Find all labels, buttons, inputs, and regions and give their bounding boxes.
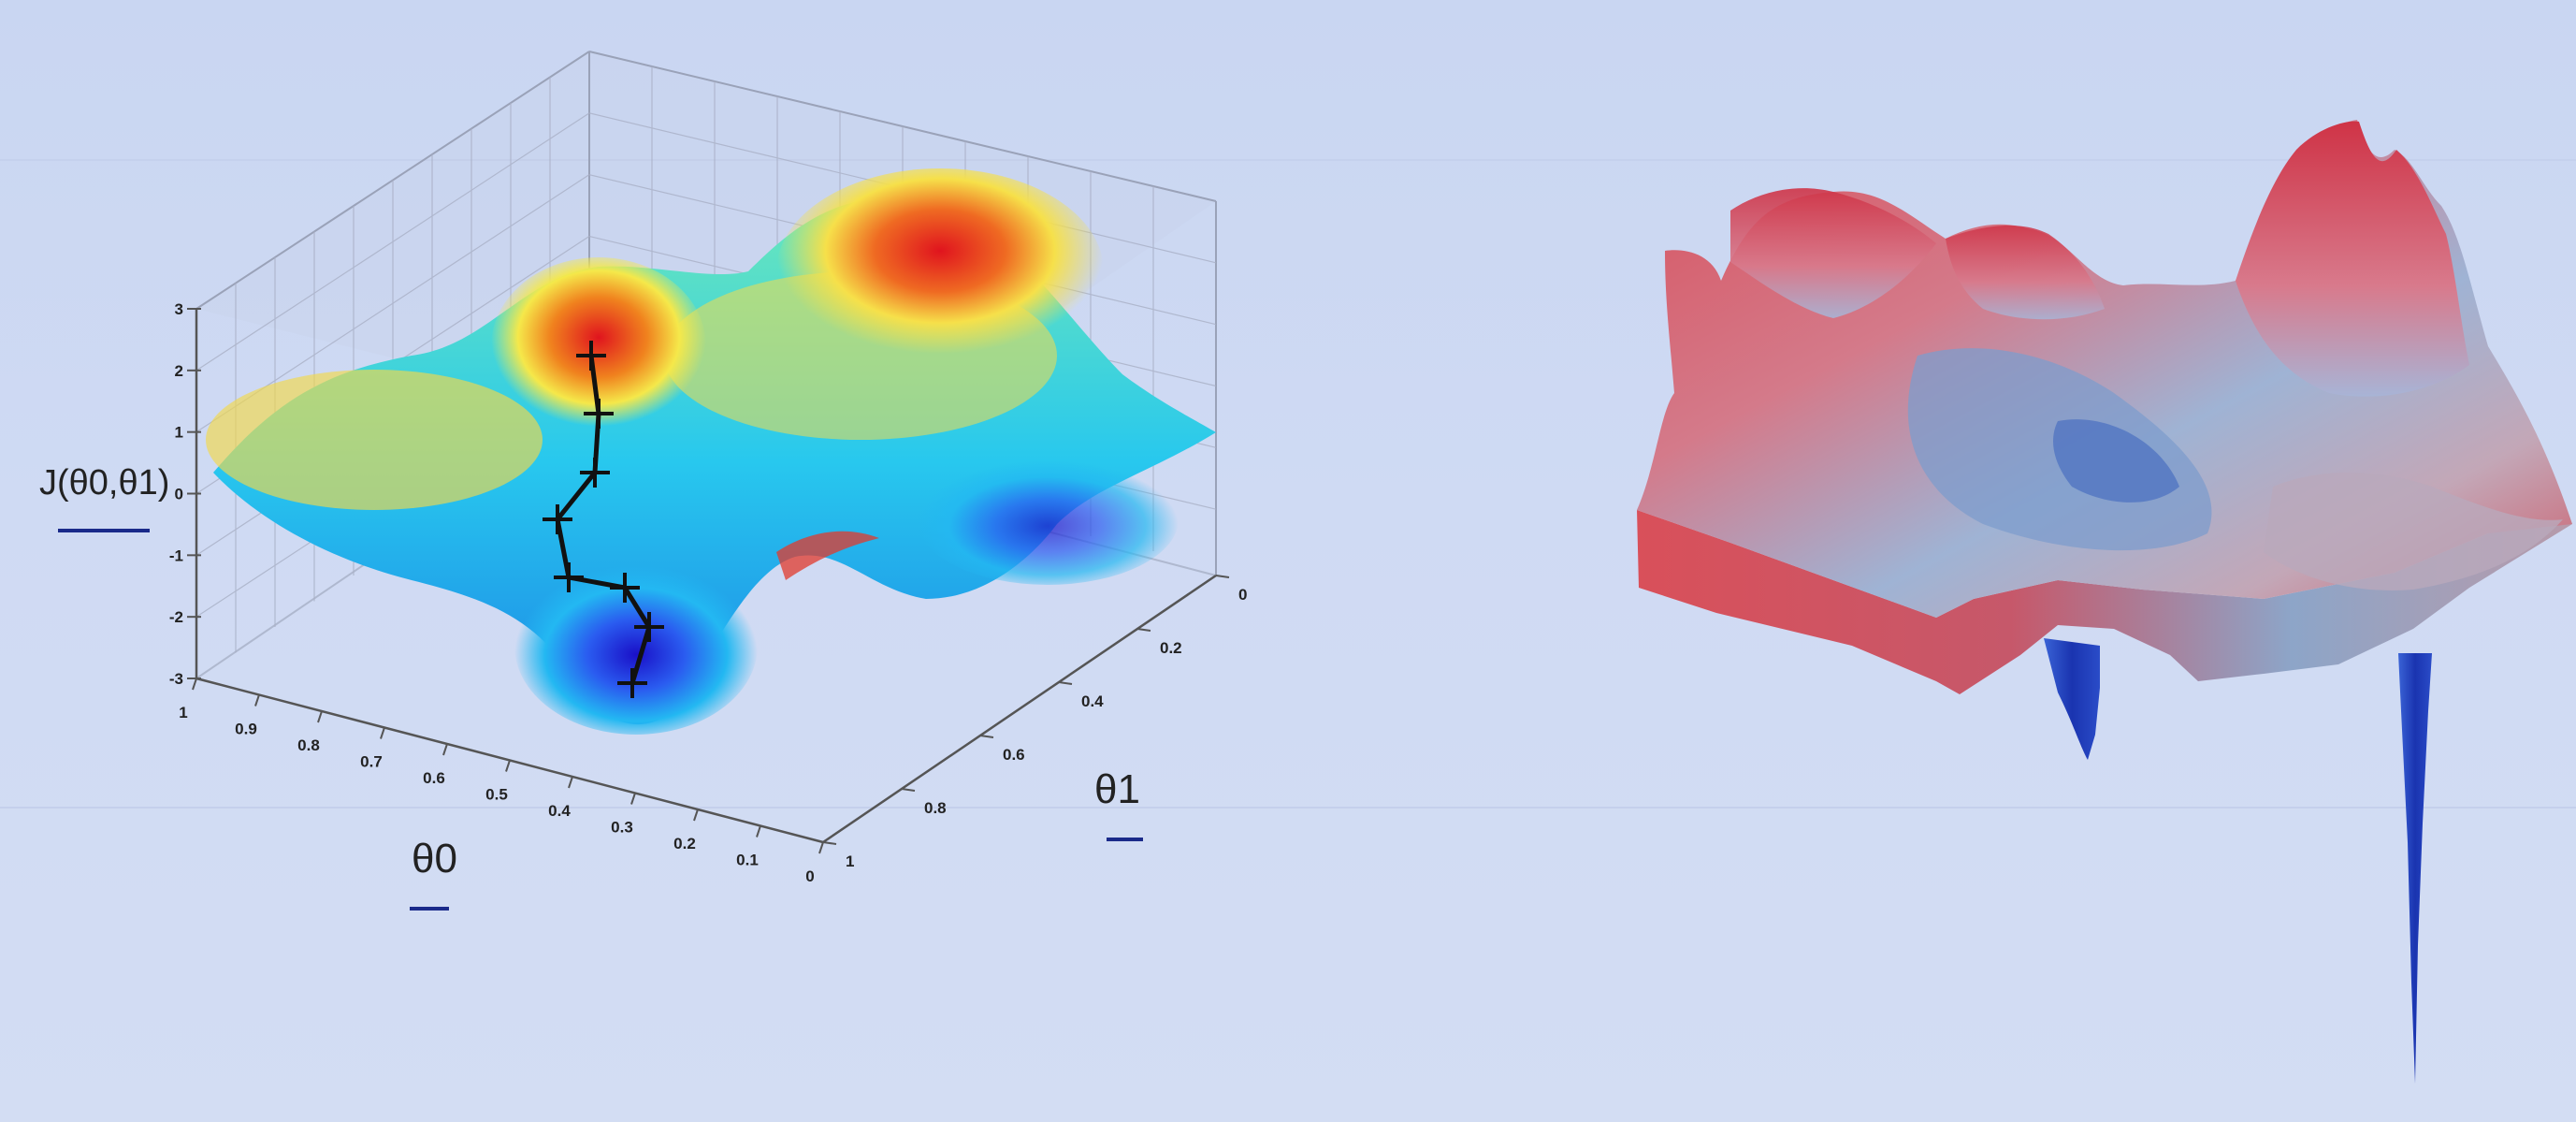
theta1-tick-mark bbox=[1136, 628, 1151, 632]
landscape-front-face bbox=[1637, 503, 2572, 694]
theta1-tick-label: 0.4 bbox=[1081, 692, 1104, 710]
theta1-tick-mark bbox=[822, 841, 837, 845]
surface-yellow-band-left bbox=[206, 370, 543, 510]
screen-reflection-line-bottom bbox=[0, 807, 2576, 809]
theta0-tick-mark bbox=[317, 710, 323, 723]
theta0-tick-label: 0.8 bbox=[297, 736, 320, 754]
z-axis-label: J(θ0,θ1) bbox=[39, 463, 169, 503]
theta1-tick-label: 0 bbox=[1238, 586, 1247, 604]
z-axis-ticks: 3 2 1 0 -1 -2 -3 bbox=[169, 300, 201, 688]
theta0-tick-label: 0.6 bbox=[423, 769, 445, 787]
theta1-axis bbox=[822, 574, 1217, 844]
theta1-tick-label: 1 bbox=[846, 852, 854, 870]
theta1-tick-label: 0.2 bbox=[1160, 639, 1182, 657]
cost-surface-chart: 3 2 1 0 -1 -2 -3 1 0.9 0.8 0.7 0.6 0.5 0.4 0.3 0.2 0.1 0… bbox=[39, 51, 1247, 911]
theta0-tick-mark bbox=[756, 825, 761, 838]
theta0-tick-label: 0.5 bbox=[485, 786, 508, 804]
landscape-ridge-mid bbox=[1946, 225, 2105, 320]
theta0-tick-mark bbox=[192, 678, 197, 691]
theta0-tick-mark bbox=[568, 776, 573, 789]
theta0-tick-mark bbox=[818, 841, 824, 854]
landscape-peak-right bbox=[2236, 121, 2469, 397]
landscape-spike-left bbox=[2044, 638, 2100, 760]
loss-landscape-surface bbox=[1637, 120, 2572, 1084]
theta0-tick-label: 0.9 bbox=[235, 721, 257, 738]
theta0-tick-mark bbox=[505, 760, 511, 772]
landscape-ridge-left bbox=[1730, 188, 1936, 318]
surface-peak-right bbox=[776, 168, 1104, 374]
landscape-valley-deep bbox=[2053, 419, 2179, 503]
theta0-tick-mark bbox=[630, 793, 636, 805]
theta0-axis-label: θ0 bbox=[412, 836, 457, 882]
theta0-tick-label: 0 bbox=[805, 867, 814, 885]
theta1-axis-label: θ1 bbox=[1094, 766, 1140, 812]
z-tick-label: 1 bbox=[175, 424, 183, 442]
theta1-axis-ticks: 0 0.2 0.4 0.6 0.8 1 bbox=[822, 575, 1247, 870]
z-tick-label: 0 bbox=[175, 486, 183, 503]
theta1-tick-mark bbox=[1215, 575, 1230, 578]
theta0-tick-mark bbox=[254, 694, 260, 707]
theta0-tick-mark bbox=[442, 743, 448, 756]
grid-line bbox=[195, 112, 590, 372]
surface-valley-right bbox=[917, 454, 1179, 585]
theta0-tick-label: 0.2 bbox=[673, 835, 696, 852]
cost-surface bbox=[206, 168, 1216, 735]
surface-peak-left bbox=[491, 257, 706, 435]
theta1-tick-mark bbox=[1058, 681, 1073, 685]
z-tick-label: -1 bbox=[169, 546, 183, 564]
theta0-tick-label: 0.3 bbox=[611, 819, 633, 837]
z-tick-label: -3 bbox=[169, 670, 183, 688]
z-tick-label: -2 bbox=[169, 608, 183, 626]
descent-path-markers bbox=[543, 341, 664, 698]
theta0-tick-mark bbox=[380, 727, 385, 739]
landscape-rough-right bbox=[2264, 473, 2563, 590]
theta0-tick-label: 0.4 bbox=[548, 802, 571, 820]
theta1-tick-label: 0.6 bbox=[1003, 746, 1025, 764]
z-tick-label: 3 bbox=[175, 300, 183, 318]
theta0-tick-label: 1 bbox=[179, 704, 187, 721]
theta1-tick-mark bbox=[901, 788, 916, 792]
landscape-spike-right bbox=[2398, 653, 2432, 1084]
screen-reflection-line-top bbox=[0, 159, 2576, 161]
theta1-tick-mark bbox=[979, 735, 994, 738]
theta0-tick-label: 0.1 bbox=[736, 852, 759, 869]
theta1-tick-label: 0.8 bbox=[924, 799, 947, 817]
theta0-axis-ticks: 1 0.9 0.8 0.7 0.6 0.5 0.4 0.3 0.2 0.1 0 bbox=[179, 678, 824, 885]
theta0-tick-label: 0.7 bbox=[360, 753, 383, 771]
surface-fold bbox=[776, 531, 879, 580]
theta0-tick-mark bbox=[693, 809, 699, 822]
surface-valley-left bbox=[514, 557, 758, 735]
z-tick-label: 2 bbox=[175, 362, 183, 380]
